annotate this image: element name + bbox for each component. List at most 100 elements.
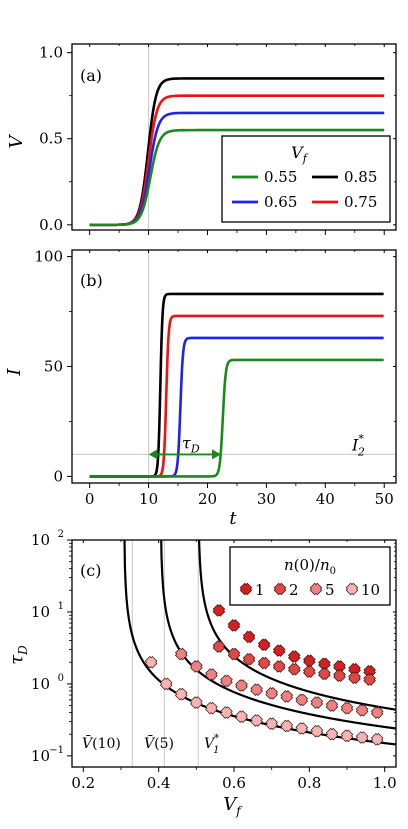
cross-shape [325,699,339,712]
legend-entry-1: 1 [255,581,265,599]
plot-frame [71,43,397,231]
scatter-point [174,647,188,661]
legend-entry-2: 2 [289,581,299,599]
tau-label-main: τ [182,433,192,452]
panel-c: V̄(10) V̄(5) V* 10.2 0.4 0.6 0.8 1.010 −110 010 11… [6,529,397,818]
scatter-point [280,719,294,733]
tau-arrow-head-right [212,449,222,460]
scatter-point [190,696,203,709]
tau-label: τD [182,433,200,455]
legend-title: Vf [291,143,309,165]
x-tick-label: 1.0 [373,774,397,792]
x-axis-label: Vf [223,794,243,818]
theory-curve-2 [160,540,396,730]
scatter-point [235,679,248,692]
cross-shape [190,660,203,673]
x-tick-label: 0.2 [71,774,95,792]
legend-entry-10: 10 [361,581,380,599]
scatter-point [303,654,316,668]
scatter-point [287,650,301,663]
cross-shape [144,655,158,669]
cross-shape [370,706,384,719]
x-tick-label: 40 [316,490,335,508]
x-tick-label: 0.6 [222,774,246,792]
tau-arrow-head-left [148,449,158,460]
cross-shape [318,657,331,671]
cross-shape [257,638,271,652]
cross-shape [174,687,188,701]
hline-label-main: I [351,435,359,454]
scatter-point [348,671,361,684]
cross-shape [280,719,294,733]
y-tick-label: 10 [31,747,50,765]
y-tick-label: 0.5 [39,130,63,148]
vline-label-sup: * [214,733,219,744]
cross-shape [295,693,309,707]
legend-marker-2 [273,582,287,596]
vline-label: V* 1 [204,733,220,756]
cross-shape [220,706,233,719]
scatter-series-5 [174,647,384,719]
scatter-point [235,710,248,724]
y-tick-label: 0 [53,467,63,485]
y-tick-label: 100 [34,248,63,266]
scatter-point [318,657,331,671]
legend-title: n(0)/n0 [284,556,336,577]
series-line-0.55 [89,358,384,478]
scatter-point [295,693,309,707]
series-line-0.75 [89,314,384,478]
y-axis-label: I [4,368,25,377]
y-tick-label: 1.0 [39,44,63,62]
panel-label: (b) [80,271,103,290]
cross-shape [227,619,241,632]
legend-title-a: n [284,556,294,574]
scatter-point [144,655,158,669]
cross-shape [272,660,286,673]
hline-label-sub: 2 [357,445,365,458]
cross-shape [273,582,287,596]
scatter-point [242,652,256,666]
scatter-point [257,656,271,670]
cross-shape [340,701,354,715]
legend-title-sub: 0 [330,566,336,577]
scatter-point [303,665,316,678]
cross-shape [159,677,173,691]
legend-box [229,546,391,606]
cross-shape [303,654,316,668]
cross-shape [242,630,256,644]
y-tick-exponent: 2 [58,529,64,540]
y-axis-label-sub: D [16,645,30,656]
x-tick-label: 10 [139,490,158,508]
y-tick-label: 10 [31,675,50,693]
scatter-point [355,731,369,744]
scatter-series-2 [212,640,376,686]
legend-entry-5: 5 [325,581,335,599]
x-tick-label: 30 [257,490,276,508]
cross-shape [250,714,263,727]
scatter-point [340,729,354,743]
y-tick-exponent: 1 [58,601,64,612]
cross-shape [348,671,361,684]
scatter-point [159,677,173,691]
scatter-point [370,706,384,719]
legend-entry-0.65: 0.65 [264,193,297,211]
cross-shape [235,710,248,724]
cross-shape [205,668,218,681]
scatter-point [220,706,233,719]
cross-shape [272,644,286,657]
theory-curve-1 [123,540,396,746]
scatter-point [190,660,203,673]
scatter-point [250,714,263,727]
legend-marker-5 [309,582,323,596]
cross-shape [250,683,263,697]
cross-shape [309,582,323,596]
scatter-point [257,638,271,652]
y-tick-exponent: 0 [58,673,64,684]
cross-shape [212,604,226,617]
legend-title-b: (0)/ [294,556,321,574]
cross-shape [212,640,226,653]
cross-shape [280,690,294,703]
cross-shape [190,696,203,709]
vline-label-main: V̄ [82,734,94,752]
